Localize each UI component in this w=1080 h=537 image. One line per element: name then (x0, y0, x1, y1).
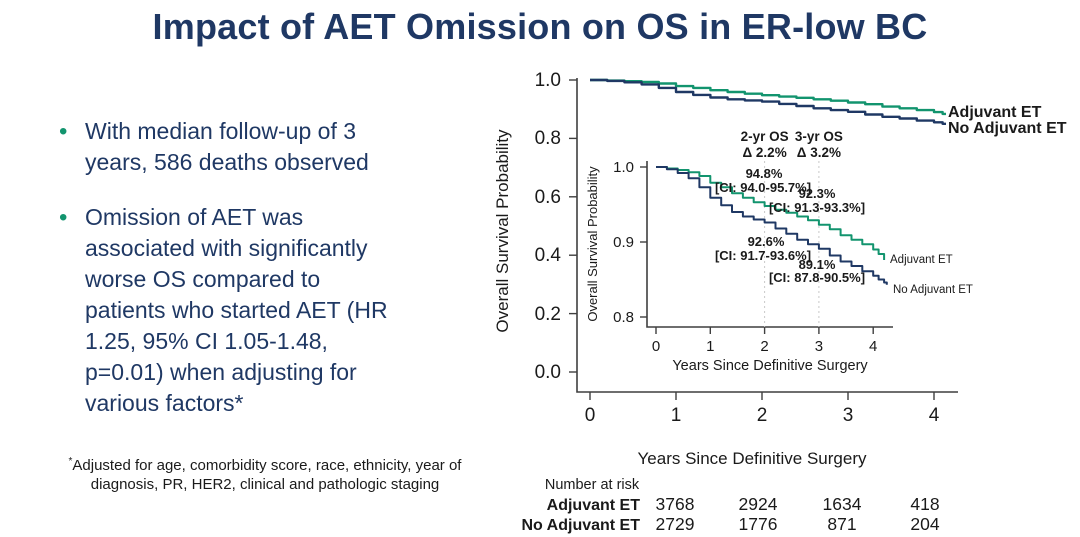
inset-y-axis-label: Overall Survival Probability (585, 166, 600, 322)
footnote-text: Adjusted for age, comorbidity score, rac… (72, 457, 462, 493)
main-axis (576, 78, 958, 393)
inset-curve-no-adjuvant-et (656, 166, 888, 285)
bullet-item: Omission of AET was associated with sign… (55, 202, 465, 419)
risk-value: 418 (910, 494, 939, 514)
bullet-list: With median follow-up of 3 years, 586 de… (55, 116, 465, 443)
footnote-marker: * (68, 456, 73, 467)
main-y-tick-label: 0.2 (535, 304, 561, 325)
inset-curve-adjuvant-et (656, 166, 886, 260)
main-x-tick-label: 1 (671, 405, 682, 426)
annotation-navy-2yr-value: 92.6% (748, 234, 785, 249)
page-title: Impact of AET Omission on OS in ER-low B… (152, 6, 928, 47)
footnote: *Adjusted for age, comorbidity score, ra… (0, 452, 530, 494)
annotation-green-3yr-ci: [CI: 91.3-93.3%] (769, 200, 865, 215)
risk-row-label-no-adjuvant-et: No Adjuvant ET (521, 517, 640, 534)
main-x-tick-label: 0 (585, 405, 596, 426)
annotation-navy-2yr-ci: [CI: 91.7-93.6%] (715, 248, 811, 263)
risk-value: 2729 (656, 514, 695, 534)
main-x-tick-label: 4 (929, 405, 940, 426)
annotation-3yr-os-header: 3-yr OS (795, 129, 843, 144)
annotation-navy-3yr-value: 89.1% (799, 257, 836, 272)
main-x-tick-label: 3 (843, 405, 854, 426)
risk-value: 3768 (656, 494, 695, 514)
main-curve-label-adjuvant-et: Adjuvant ET (948, 104, 1042, 121)
annotation-green-2yr-value: 94.8% (746, 166, 783, 181)
main-y-tick-label: 0.8 (535, 128, 561, 149)
inset-plot: 1.0 0.9 0.8 0 1 2 3 4 Overall Survival P… (585, 129, 973, 374)
main-y-tick-label: 0.0 (535, 362, 561, 383)
annotation-navy-3yr-ci: [CI: 87.8-90.5%] (769, 270, 865, 285)
annotation-3yr-os-delta: Δ 3.2% (797, 145, 841, 160)
risk-value: 1776 (739, 514, 778, 534)
risk-value: 204 (910, 514, 939, 534)
main-curve-label-no-adjuvant-et: No Adjuvant ET (948, 120, 1067, 137)
main-y-tick-label: 0.4 (535, 245, 562, 266)
risk-value: 2924 (739, 494, 778, 514)
inset-x-axis-label: Years Since Definitive Surgery (672, 358, 868, 374)
inset-y-tick-label: 0.9 (613, 234, 634, 251)
main-curve-adjuvant-et (590, 78, 946, 116)
inset-curve-label-adjuvant-et: Adjuvant ET (890, 254, 953, 266)
main-y-axis-label: Overall Survival Probability (493, 129, 512, 333)
inset-x-tick-label: 4 (869, 338, 877, 355)
main-x-tick-label: 2 (757, 405, 768, 426)
risk-row-label-adjuvant-et: Adjuvant ET (547, 497, 641, 514)
annotation-green-2yr-ci: [CI: 94.0-95.7%] (715, 180, 811, 195)
main-curve-no-adjuvant-et (590, 78, 946, 125)
inset-y-tick-label: 1.0 (613, 159, 634, 176)
inset-x-tick-label: 3 (815, 338, 823, 355)
inset-x-tick-label: 1 (706, 338, 714, 355)
risk-table: Number at risk Adjuvant ET No Adjuvant E… (521, 477, 939, 534)
bullet-item: With median follow-up of 3 years, 586 de… (55, 116, 465, 178)
annotation-green-3yr-value: 92.3% (799, 186, 836, 201)
risk-value: 871 (827, 514, 856, 534)
annotation-2yr-os-delta: Δ 2.2% (742, 145, 786, 160)
inset-x-tick-label: 0 (652, 338, 660, 355)
inset-curve-label-no-adjuvant-et: No Adjuvant ET (893, 284, 973, 296)
main-plot: 1.0 0.8 0.6 0.4 0.2 0.0 0 1 2 3 4 Overal… (493, 70, 1067, 468)
inset-x-tick-label: 2 (760, 338, 768, 355)
main-y-tick-label: 1.0 (535, 70, 561, 91)
inset-axis (646, 161, 893, 328)
annotation-2yr-os-header: 2-yr OS (741, 129, 789, 144)
inset-y-tick-label: 0.8 (613, 309, 634, 326)
main-x-axis-label: Years Since Definitive Surgery (638, 449, 867, 468)
risk-value: 1634 (823, 494, 862, 514)
risk-table-title: Number at risk (545, 477, 640, 493)
main-y-tick-label: 0.6 (535, 187, 561, 208)
